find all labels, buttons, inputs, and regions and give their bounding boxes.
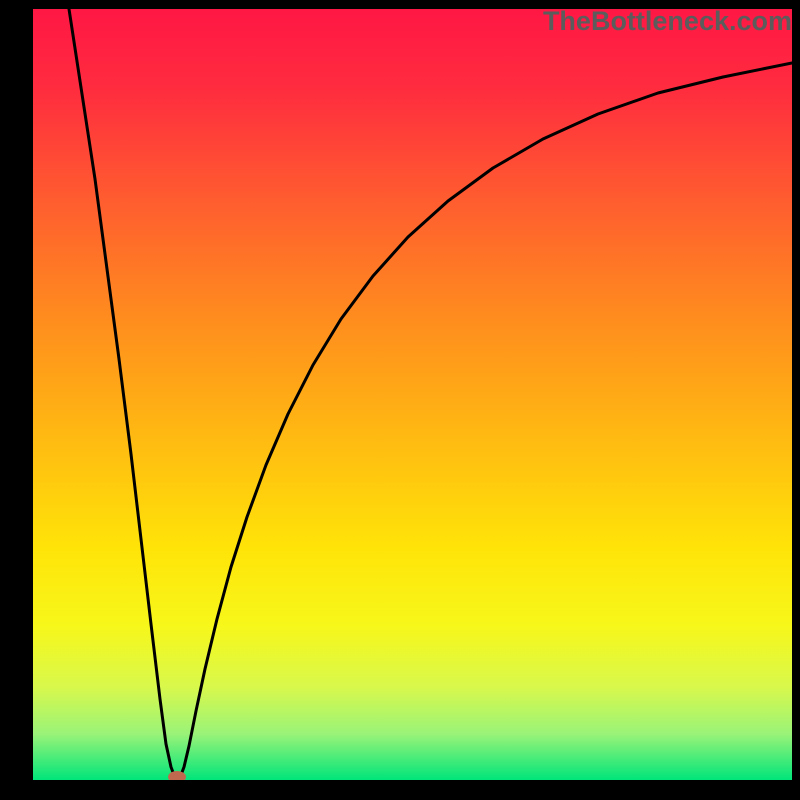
series-bottleneck-curve xyxy=(69,9,792,778)
plot-area xyxy=(33,9,792,780)
chart-container: TheBottleneck.com xyxy=(0,0,800,800)
curve-layer xyxy=(33,9,792,780)
watermark-text: TheBottleneck.com xyxy=(543,6,792,37)
